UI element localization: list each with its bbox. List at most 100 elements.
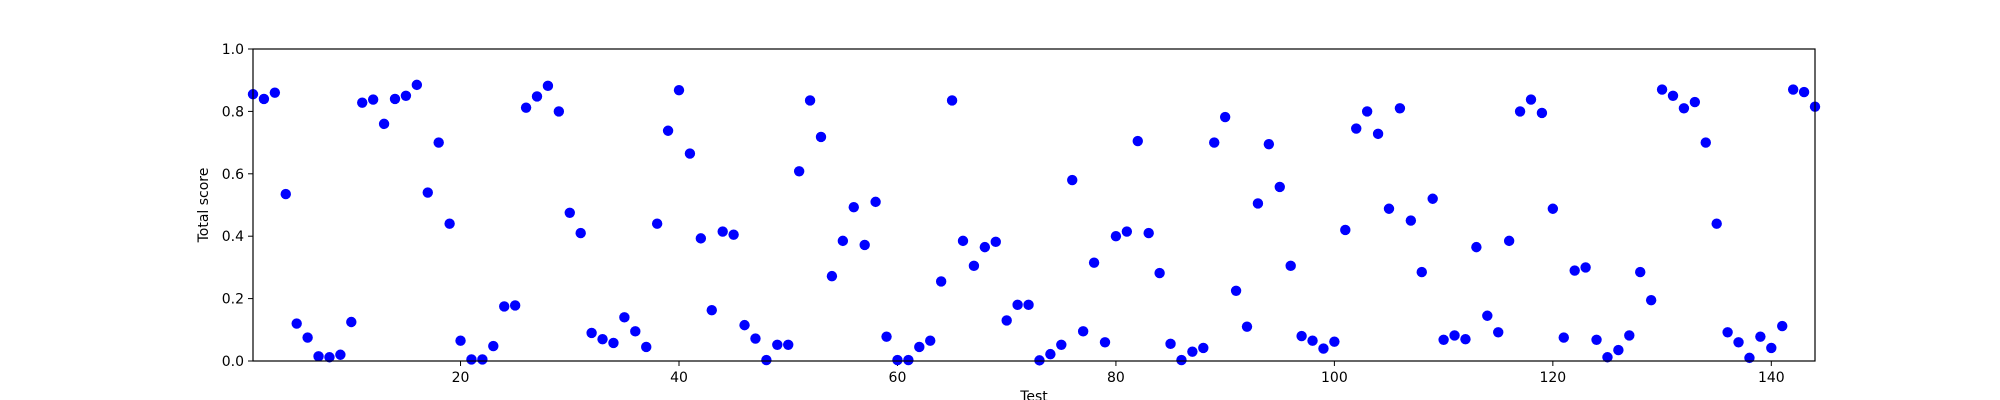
data-point: [651, 218, 663, 229]
data-point: [1613, 344, 1624, 356]
y-tick-label: 1.0: [222, 42, 244, 58]
data-point: [695, 233, 707, 244]
data-point: [1711, 218, 1722, 229]
data-point: [1230, 285, 1242, 296]
data-point: [1351, 123, 1362, 134]
data-point: [1558, 332, 1569, 343]
data-point: [1514, 106, 1526, 117]
data-point: [324, 352, 335, 363]
data-point: [914, 341, 925, 353]
data-point: [1787, 84, 1799, 95]
data-point: [367, 94, 379, 105]
data-point: [455, 335, 466, 346]
data-point: [946, 95, 958, 106]
data-point: [302, 332, 313, 343]
data-point: [630, 326, 641, 337]
data-point: [1187, 346, 1198, 357]
y-tick-label: 0.8: [222, 104, 244, 120]
y-tick-label: 0.4: [222, 229, 244, 245]
data-point: [1372, 128, 1384, 140]
data-point: [520, 102, 532, 113]
data-point: [280, 188, 291, 200]
data-point: [1667, 90, 1679, 102]
data-point: [466, 354, 477, 365]
data-point: [750, 333, 761, 344]
data-point: [935, 276, 947, 287]
data-point: [881, 331, 892, 342]
data-point: [859, 239, 870, 251]
data-point: [1471, 241, 1482, 253]
data-point: [1023, 299, 1034, 311]
data-point: [1045, 348, 1056, 360]
data-point: [1034, 355, 1045, 366]
data-point: [804, 95, 816, 106]
data-point: [1405, 215, 1417, 226]
data-points: [247, 79, 1821, 366]
data-point: [793, 166, 805, 177]
data-point: [1099, 337, 1111, 348]
data-point: [335, 349, 346, 360]
data-point: [542, 80, 554, 92]
data-point: [968, 260, 980, 272]
x-tick-label: 100: [1321, 370, 1348, 386]
data-point: [357, 97, 368, 108]
data-point: [1766, 342, 1777, 354]
data-point: [772, 339, 783, 350]
x-tick-label: 40: [670, 370, 688, 386]
data-point: [1503, 235, 1515, 247]
data-point: [1427, 193, 1438, 204]
x-tick-label: 60: [889, 370, 907, 386]
data-point: [728, 229, 739, 240]
data-point: [892, 354, 903, 366]
data-point: [575, 227, 586, 239]
data-point: [1438, 334, 1449, 345]
data-point: [1088, 257, 1100, 268]
data-point: [1285, 260, 1296, 272]
data-point: [826, 270, 838, 282]
data-point: [477, 354, 488, 365]
data-point: [1383, 203, 1395, 214]
data-point: [586, 327, 597, 339]
data-point: [1132, 135, 1143, 147]
data-point: [1394, 103, 1406, 114]
data-point: [1263, 138, 1275, 150]
data-point: [1077, 326, 1089, 337]
data-point: [1121, 226, 1133, 237]
data-point: [1001, 315, 1012, 326]
data-point: [761, 354, 772, 366]
data-point: [553, 106, 565, 117]
data-point: [1329, 336, 1340, 347]
data-point: [1547, 203, 1559, 214]
data-point: [1176, 354, 1187, 366]
data-point: [564, 207, 575, 218]
data-point: [1219, 111, 1231, 123]
data-point: [444, 218, 455, 229]
data-point: [1056, 339, 1067, 350]
data-point: [837, 235, 849, 247]
data-point: [411, 79, 423, 91]
data-point: [1209, 137, 1220, 148]
data-point: [1449, 330, 1460, 341]
x-tick-label: 20: [452, 370, 470, 386]
data-point: [1591, 334, 1602, 345]
data-point: [1525, 94, 1537, 105]
data-point: [815, 131, 827, 143]
data-point: [1252, 198, 1264, 209]
data-point: [1416, 266, 1427, 278]
data-point: [531, 91, 543, 102]
data-point: [1798, 86, 1810, 98]
plot-area-frame: [252, 48, 1816, 362]
data-point: [313, 351, 324, 362]
data-point: [597, 333, 608, 345]
data-point: [1067, 174, 1078, 186]
data-point: [1624, 330, 1635, 341]
data-point: [848, 201, 859, 213]
data-point: [1165, 338, 1176, 350]
y-axis-label: Total score: [196, 168, 212, 244]
data-point: [389, 93, 401, 105]
data-point: [378, 118, 390, 130]
data-point: [925, 335, 936, 346]
data-point: [258, 93, 270, 105]
data-point: [1678, 103, 1690, 114]
